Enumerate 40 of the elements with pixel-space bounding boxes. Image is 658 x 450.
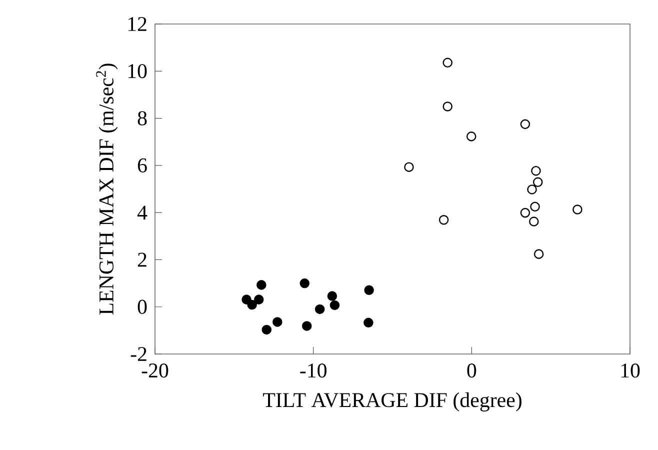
point [364,318,374,328]
point [330,300,340,310]
point [531,166,541,176]
point [364,285,374,296]
y-tick-label: 10 [128,64,147,78]
x-tick-label: -20 [142,364,168,378]
y-tick-label: 0 [138,300,147,314]
point [247,300,257,310]
point [262,324,272,335]
x-tick-label: 10 [621,364,640,378]
x-tick-label: -10 [300,364,326,378]
point [520,119,530,130]
point [442,102,452,112]
point [466,132,476,142]
point [300,278,310,288]
point [532,177,543,188]
point [256,280,266,290]
point [529,216,539,226]
point [327,291,338,301]
point [404,162,414,172]
point [442,58,452,68]
point [272,317,282,327]
x-axis-title: TILT AVERAGE DIF (degree) [263,392,522,412]
point [527,184,537,194]
y-tick-label: 6 [138,158,147,172]
point [530,202,540,212]
point [438,215,449,225]
y-axis-title: LENGTH MAX DIF (m/sec$^{2}$) [96,64,118,315]
point [254,294,264,304]
y-tick-label: -2 [130,347,146,361]
x-tick-label: 0 [467,364,476,378]
y-tick-label: 12 [128,17,146,31]
point [520,208,530,218]
point [314,304,325,314]
point [302,321,312,331]
y-tick-label: 8 [138,111,147,126]
y-tick-label: 2 [138,252,146,267]
y-tick-label: 4 [137,206,148,220]
point [534,249,544,259]
point [572,204,582,214]
